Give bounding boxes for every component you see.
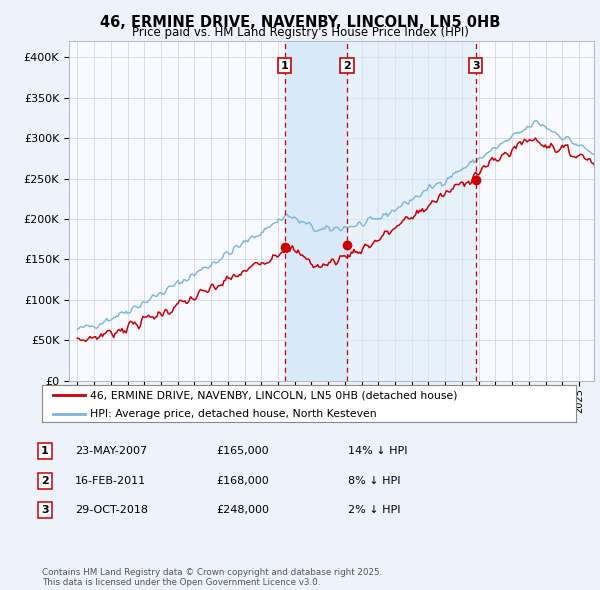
Text: 23-MAY-2007: 23-MAY-2007 [75, 447, 147, 456]
Text: 3: 3 [472, 61, 479, 71]
Text: 3: 3 [41, 506, 49, 515]
Text: 16-FEB-2011: 16-FEB-2011 [75, 476, 146, 486]
Text: Price paid vs. HM Land Registry's House Price Index (HPI): Price paid vs. HM Land Registry's House … [131, 26, 469, 39]
Text: £165,000: £165,000 [216, 447, 269, 456]
Text: 1: 1 [41, 447, 49, 456]
Text: 2% ↓ HPI: 2% ↓ HPI [348, 506, 401, 515]
Text: 14% ↓ HPI: 14% ↓ HPI [348, 447, 407, 456]
Text: 8% ↓ HPI: 8% ↓ HPI [348, 476, 401, 486]
Text: £168,000: £168,000 [216, 476, 269, 486]
Text: 1: 1 [281, 61, 289, 71]
Text: £248,000: £248,000 [216, 506, 269, 515]
Text: 2: 2 [41, 476, 49, 486]
Bar [347, 41, 476, 381]
Text: 46, ERMINE DRIVE, NAVENBY, LINCOLN, LN5 0HB (detached house): 46, ERMINE DRIVE, NAVENBY, LINCOLN, LN5 … [90, 390, 458, 400]
Text: HPI: Average price, detached house, North Kesteven: HPI: Average price, detached house, Nort… [90, 409, 377, 419]
Bar [284, 41, 347, 381]
Text: 29-OCT-2018: 29-OCT-2018 [75, 506, 148, 515]
Text: 2: 2 [343, 61, 351, 71]
Text: Contains HM Land Registry data © Crown copyright and database right 2025.
This d: Contains HM Land Registry data © Crown c… [42, 568, 382, 587]
Text: 46, ERMINE DRIVE, NAVENBY, LINCOLN, LN5 0HB: 46, ERMINE DRIVE, NAVENBY, LINCOLN, LN5 … [100, 15, 500, 30]
